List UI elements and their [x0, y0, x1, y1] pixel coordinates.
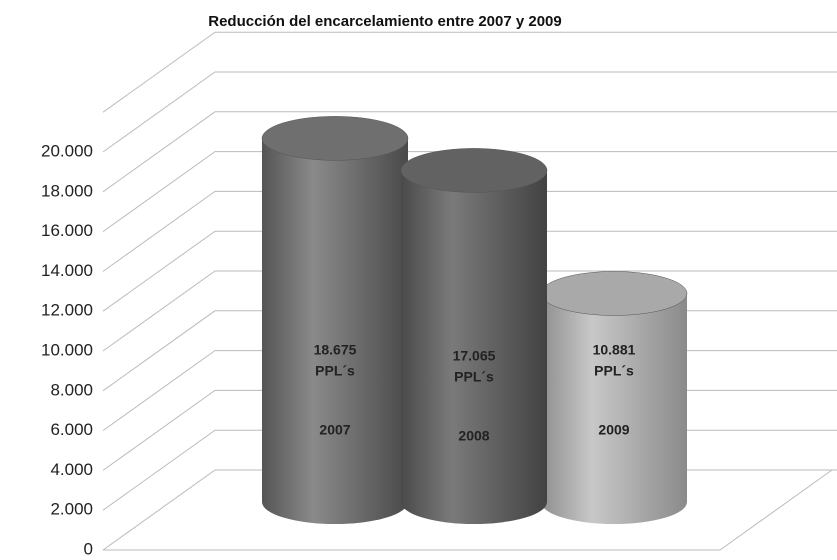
category-label: 2008 [458, 428, 489, 444]
bar [401, 170, 547, 524]
grid-line [102, 270, 837, 352]
grid-line [102, 71, 837, 153]
wall-frame [102, 31, 837, 113]
chart-title: Reducción del encarcelamiento entre 2007… [208, 13, 562, 30]
grid-line [102, 151, 837, 233]
grid-line [102, 111, 837, 193]
y-tick-label: 4.000 [50, 460, 93, 479]
y-tick-label: 2.000 [50, 500, 93, 519]
grid-line [102, 230, 837, 312]
value-label: 17.065 [453, 348, 496, 364]
y-tick-label: 12.000 [41, 301, 93, 320]
value-label: 18.675 [314, 342, 357, 358]
bar [541, 293, 687, 524]
y-tick-label: 20.000 [41, 141, 93, 160]
bar-top [261, 116, 409, 161]
unit-label: PPL´s [454, 369, 494, 385]
unit-label: PPL´s [315, 363, 355, 379]
y-tick-label: 10.000 [41, 340, 93, 359]
bar-top [400, 148, 548, 193]
y-tick-label: 14.000 [41, 261, 93, 280]
grid-line [102, 190, 837, 272]
unit-label: PPL´s [594, 363, 634, 379]
y-tick-label: 8.000 [50, 380, 93, 399]
y-tick-label: 6.000 [50, 420, 93, 439]
category-label: 2009 [598, 422, 629, 438]
category-label: 2007 [319, 422, 350, 438]
y-tick-label: 0 [84, 539, 93, 558]
y-tick-label: 18.000 [41, 181, 93, 200]
y-tick-label: 16.000 [41, 221, 93, 240]
floor [103, 469, 833, 551]
bar-top [540, 271, 688, 316]
bar [262, 138, 408, 524]
value-label: 10.881 [593, 342, 636, 358]
